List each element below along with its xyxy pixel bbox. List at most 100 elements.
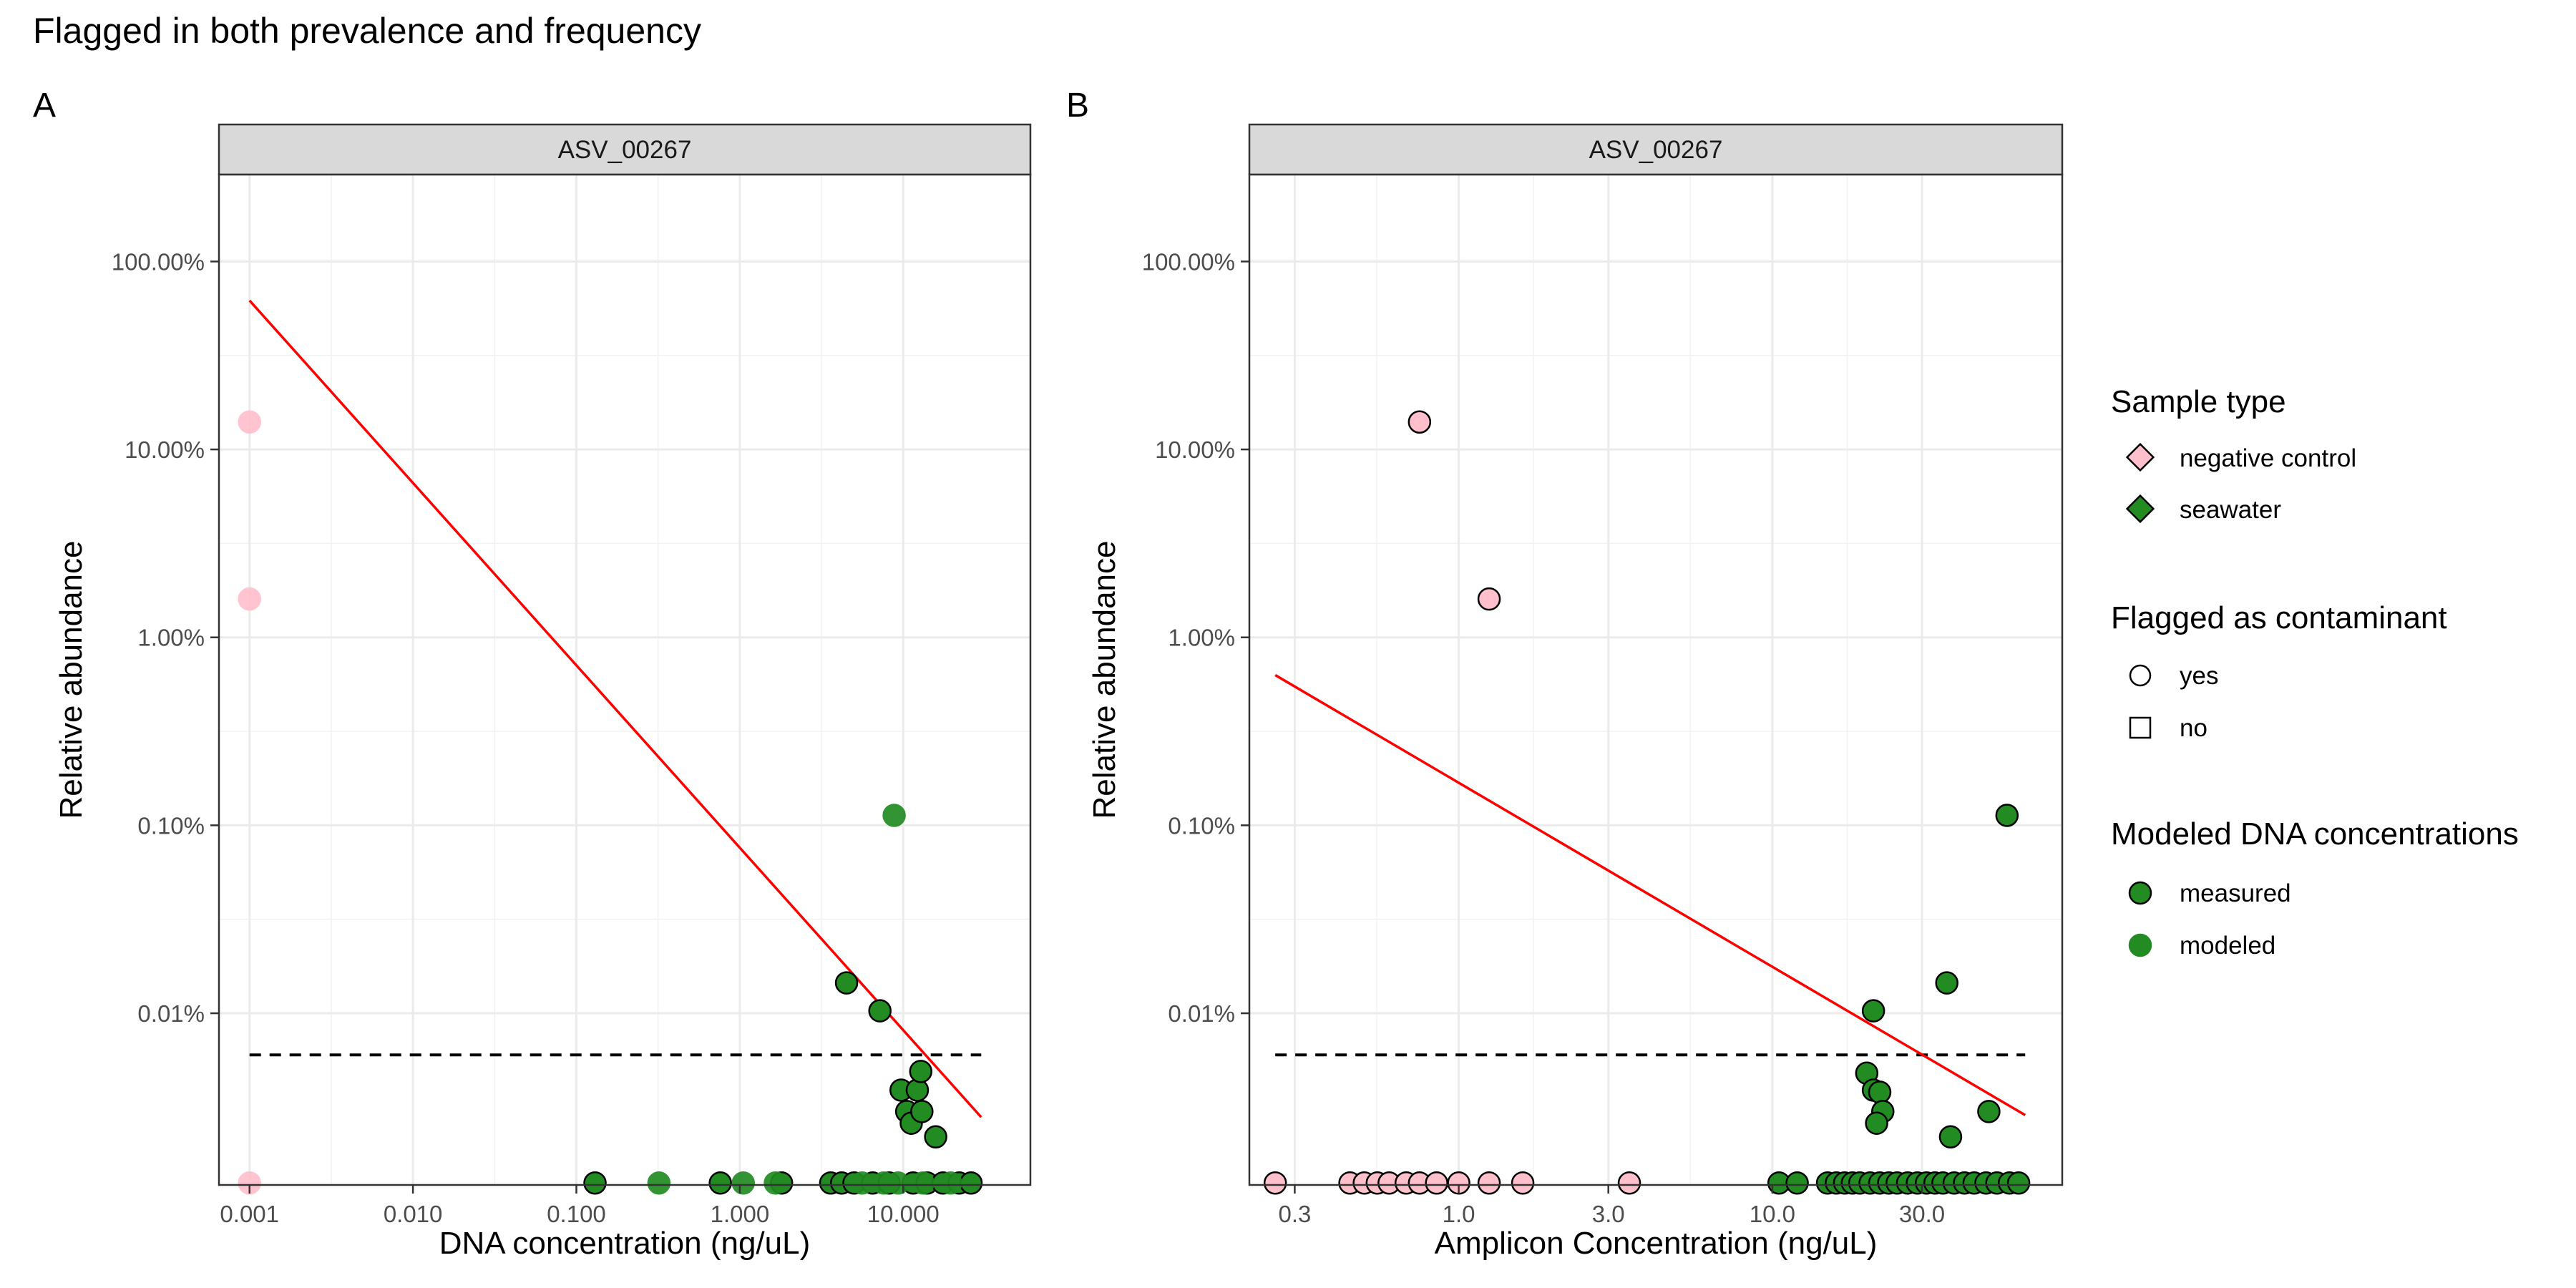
gridlines bbox=[1249, 175, 2062, 1185]
panel-a: A ASV_00267 0.001 0.010 0.100 1.000 10.000 10… bbox=[33, 87, 1032, 1261]
legend: Sample type negative control seawater Fl… bbox=[2111, 384, 2519, 960]
data-point bbox=[834, 971, 859, 995]
plot-border bbox=[218, 173, 1032, 1186]
x-tick-label: 0.010 bbox=[384, 1201, 443, 1227]
data-marks bbox=[238, 299, 983, 1195]
legend-title: Flagged as contaminant bbox=[2111, 600, 2447, 635]
x-tick-label: 0.100 bbox=[547, 1201, 606, 1227]
data-point bbox=[2006, 1171, 2031, 1195]
axis-ticks: 0.3 1.0 3.0 10.0 30.0 100.00% 10.00% 1.00% 0.10%… bbox=[1142, 248, 1945, 1227]
data-point bbox=[1977, 1100, 2001, 1123]
data-point bbox=[1995, 804, 2019, 827]
data-point bbox=[583, 1171, 607, 1195]
data-point bbox=[1938, 1125, 1963, 1148]
legend-sample-type: Sample type negative control seawater bbox=[2111, 384, 2356, 524]
legend-key-measured bbox=[2128, 881, 2152, 905]
data-point bbox=[1477, 1171, 1501, 1195]
x-tick-label: 10.0 bbox=[1750, 1201, 1795, 1227]
data-point bbox=[1617, 1171, 1641, 1195]
figure-title: Flagged in both prevalence and frequency bbox=[33, 11, 701, 51]
y-tick-label: 0.10% bbox=[1168, 812, 1235, 839]
data-point bbox=[1263, 1171, 1287, 1195]
data-point bbox=[238, 587, 261, 611]
data-point bbox=[1865, 1111, 1888, 1135]
x-tick-label: 30.0 bbox=[1899, 1201, 1945, 1227]
legend-key-square bbox=[2129, 716, 2152, 739]
x-tick-label: 1.0 bbox=[1443, 1201, 1475, 1227]
y-axis-label: Relative abundance bbox=[1087, 541, 1122, 819]
axis-ticks: 0.001 0.010 0.100 1.000 10.000 100.00% 10.00% 1… bbox=[112, 248, 940, 1227]
y-tick-label: 0.01% bbox=[137, 1000, 205, 1027]
data-point bbox=[731, 1171, 755, 1195]
legend-modeled: Modeled DNA concentrations measured mode… bbox=[2111, 816, 2519, 960]
data-point bbox=[924, 1125, 947, 1148]
x-tick-label: 0.3 bbox=[1278, 1201, 1311, 1227]
y-tick-label: 100.00% bbox=[1142, 248, 1235, 275]
legend-key-diamond bbox=[2125, 442, 2155, 472]
panel-b: B ASV_00267 0.3 1.0 3.0 10.0 30.0 100.00% 10.0… bbox=[1066, 87, 2064, 1261]
facet-strip-label: ASV_00267 bbox=[558, 136, 692, 164]
data-point bbox=[882, 804, 906, 827]
data-point bbox=[850, 1171, 874, 1195]
fit-line bbox=[1274, 673, 2026, 1116]
data-point bbox=[868, 999, 892, 1023]
legend-label: yes bbox=[2180, 662, 2218, 690]
y-tick-label: 0.01% bbox=[1168, 1000, 1235, 1027]
x-tick-label: 0.001 bbox=[220, 1201, 279, 1227]
x-tick-label: 3.0 bbox=[1592, 1201, 1625, 1227]
legend-key-diamond bbox=[2125, 494, 2155, 524]
data-point bbox=[238, 410, 261, 434]
legend-label: measured bbox=[2180, 879, 2291, 907]
y-tick-label: 10.00% bbox=[125, 436, 205, 463]
legend-key-circle bbox=[2129, 664, 2152, 687]
panel-tag: A bbox=[33, 87, 56, 125]
data-point bbox=[763, 1171, 787, 1195]
y-axis-label: Relative abundance bbox=[54, 541, 89, 819]
y-tick-label: 1.00% bbox=[1168, 625, 1235, 651]
data-point bbox=[1861, 999, 1885, 1023]
y-tick-label: 1.00% bbox=[137, 625, 205, 651]
plot-panel bbox=[1249, 175, 2062, 1185]
y-tick-label: 0.10% bbox=[137, 812, 205, 839]
legend-label: no bbox=[2180, 714, 2207, 742]
plot-panel bbox=[219, 175, 1030, 1185]
legend-key-modeled bbox=[2128, 933, 2152, 957]
legend-title: Sample type bbox=[2111, 384, 2286, 419]
data-point bbox=[910, 1100, 934, 1123]
data-point bbox=[939, 1171, 962, 1195]
gridlines bbox=[219, 175, 1030, 1185]
plot-border bbox=[1248, 173, 2064, 1186]
legend-label: seawater bbox=[2180, 496, 2281, 524]
x-axis-label: Amplicon Concentration (ng/uL) bbox=[1435, 1226, 1878, 1261]
data-point bbox=[1425, 1171, 1448, 1195]
x-axis-label: DNA concentration (ng/uL) bbox=[439, 1226, 811, 1261]
panel-tag: B bbox=[1066, 87, 1089, 125]
data-point bbox=[1477, 587, 1501, 611]
y-tick-label: 100.00% bbox=[112, 248, 205, 275]
legend-label: modeled bbox=[2180, 932, 2275, 960]
data-point bbox=[1935, 971, 1958, 995]
data-point bbox=[647, 1171, 671, 1195]
data-point bbox=[1785, 1171, 1809, 1195]
facet-strip bbox=[1248, 123, 2064, 176]
data-point bbox=[708, 1171, 732, 1195]
data-point bbox=[1511, 1171, 1535, 1195]
legend-flagged: Flagged as contaminant yes no bbox=[2111, 600, 2447, 742]
x-tick-label: 10.000 bbox=[867, 1201, 940, 1227]
data-point bbox=[959, 1171, 983, 1195]
legend-label: negative control bbox=[2180, 444, 2356, 472]
data-marks bbox=[1263, 410, 2031, 1195]
data-point bbox=[238, 1171, 261, 1195]
x-tick-label: 1.000 bbox=[711, 1201, 770, 1227]
fit-line bbox=[248, 299, 982, 1118]
data-point bbox=[886, 1171, 910, 1195]
data-point bbox=[911, 1171, 935, 1195]
data-point bbox=[1447, 1171, 1470, 1195]
y-tick-label: 10.00% bbox=[1155, 436, 1235, 463]
legend-title: Modeled DNA concentrations bbox=[2111, 816, 2519, 852]
facet-strip-label: ASV_00267 bbox=[1589, 136, 1723, 164]
data-point bbox=[1407, 410, 1432, 434]
data-point bbox=[1868, 1080, 1892, 1104]
data-point bbox=[909, 1060, 933, 1083]
